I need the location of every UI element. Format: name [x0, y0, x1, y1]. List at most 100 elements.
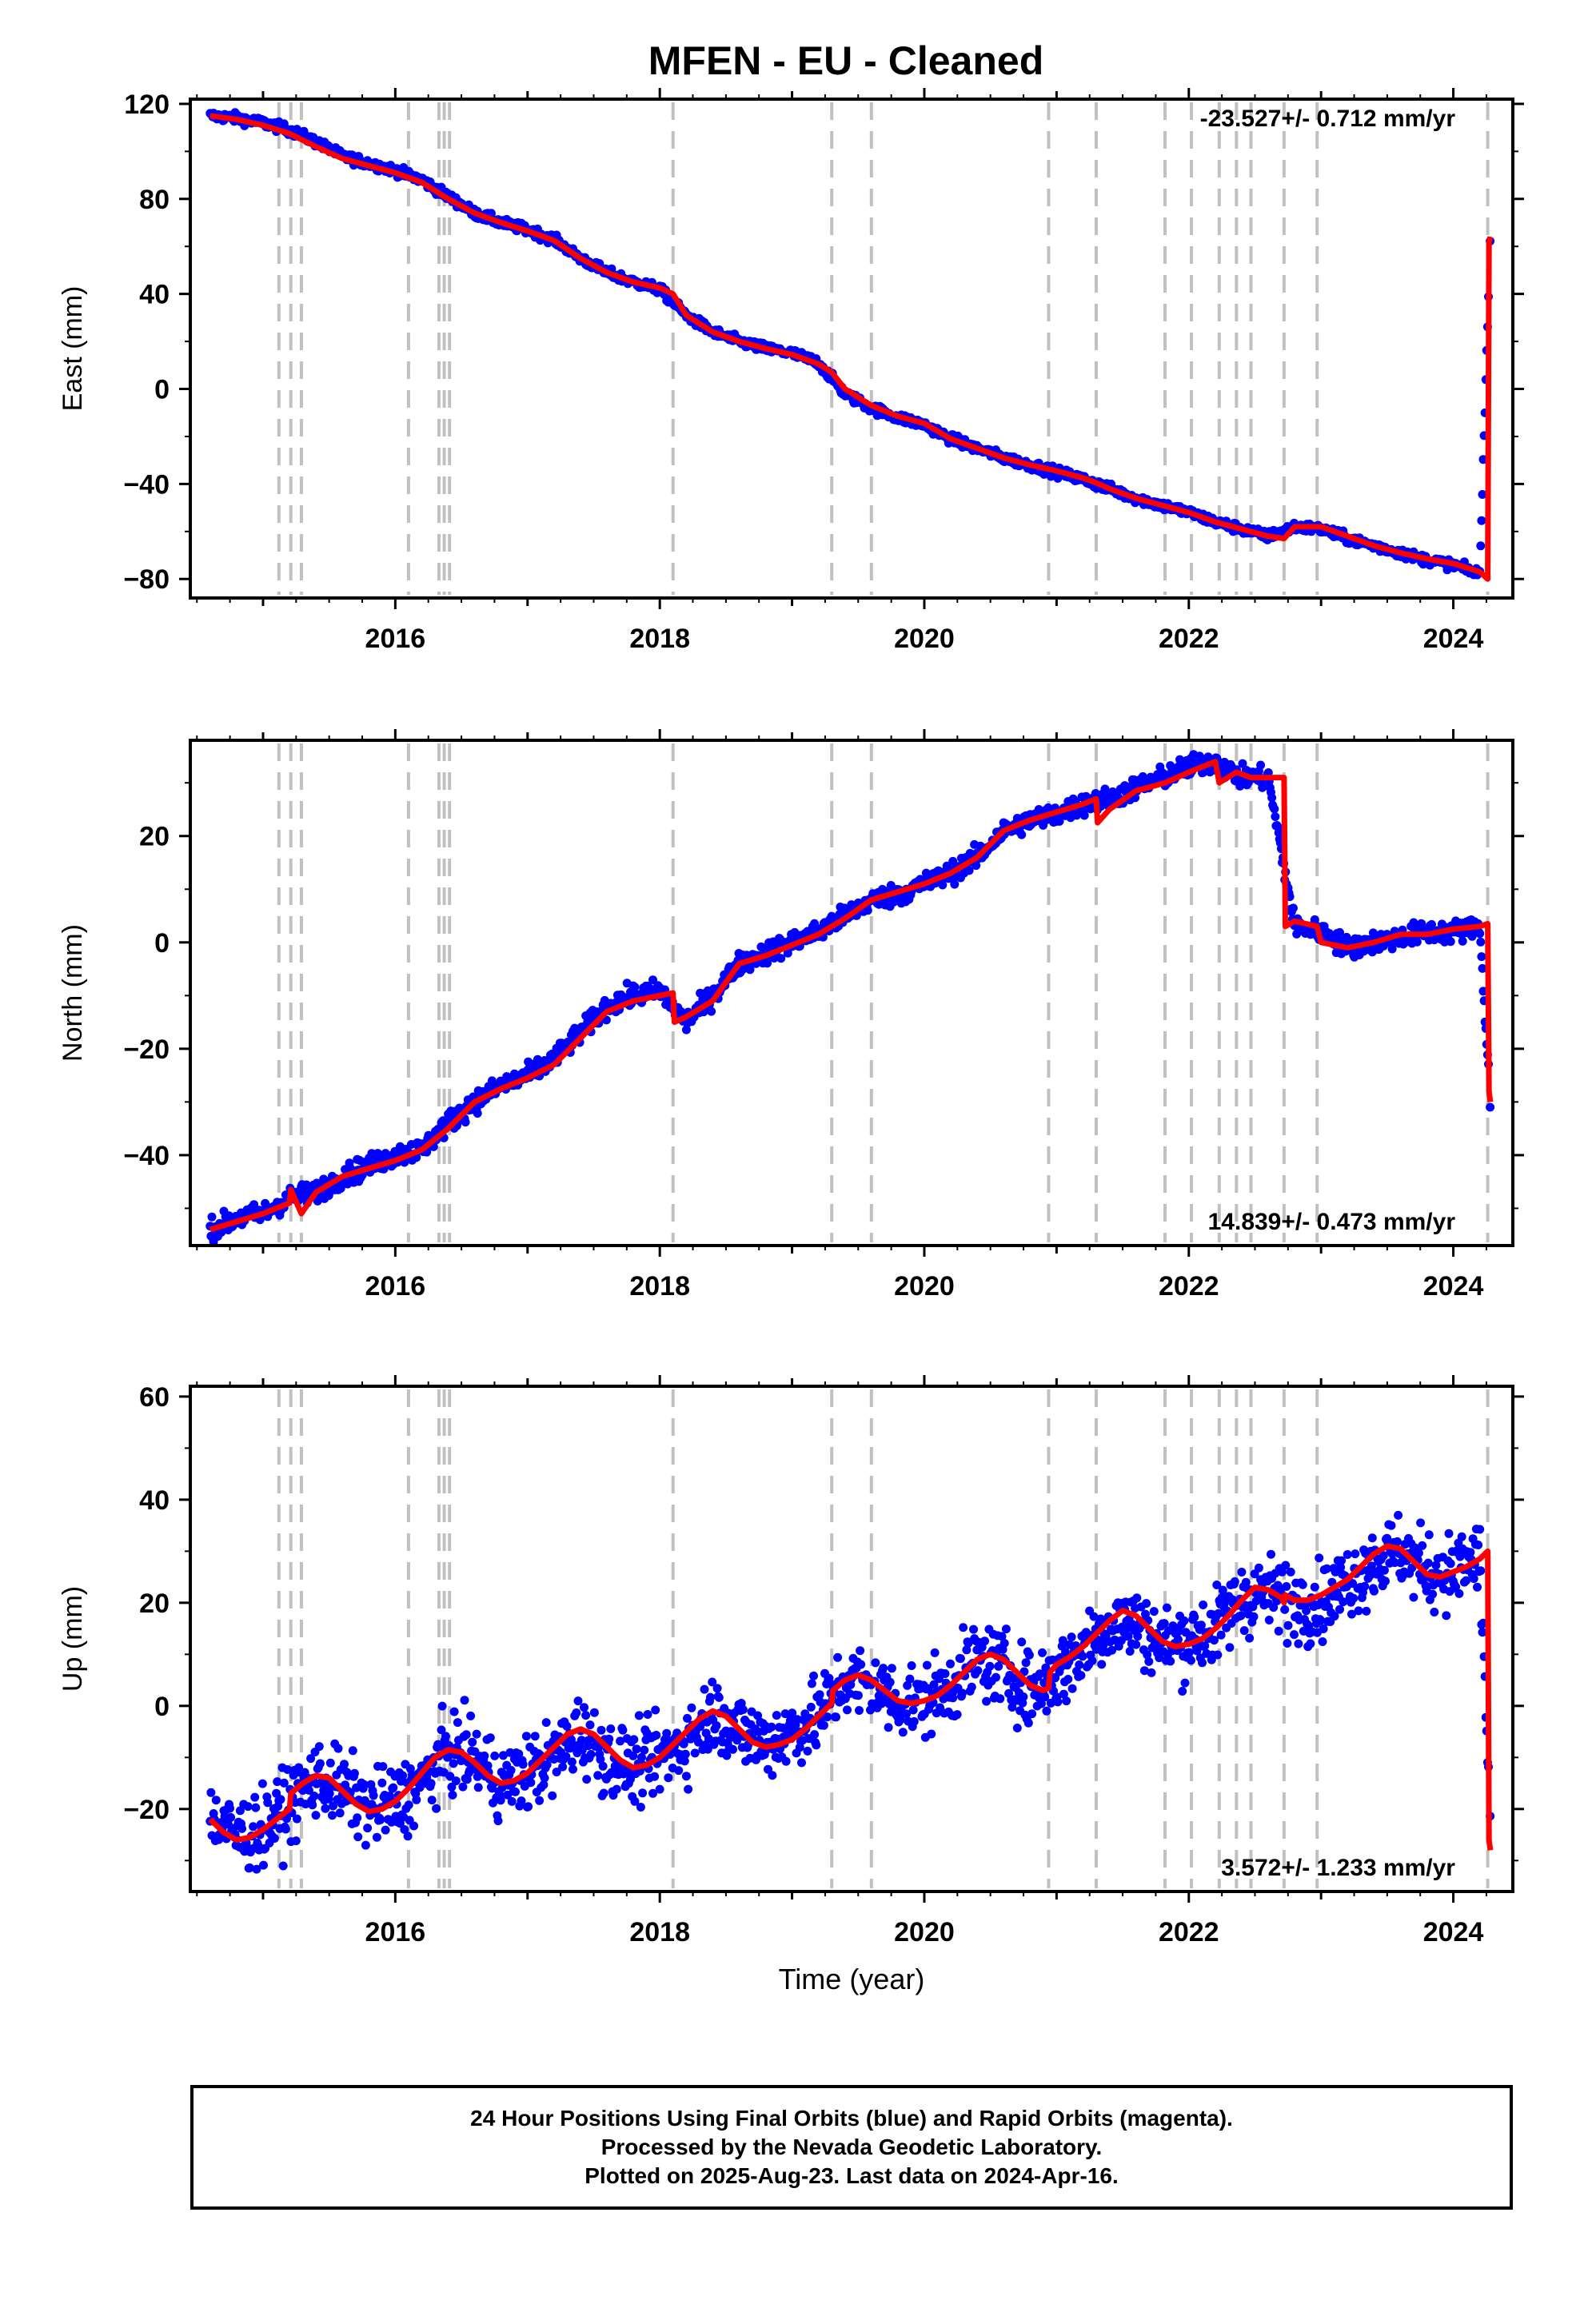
data-point [991, 1672, 1000, 1682]
data-point [548, 1791, 557, 1800]
data-point [1225, 1643, 1235, 1652]
data-point [833, 1652, 843, 1662]
data-point [1478, 963, 1487, 973]
data-point [1302, 1606, 1311, 1616]
data-point [1166, 1656, 1175, 1666]
data-point [1023, 1718, 1033, 1728]
data-point [982, 1696, 991, 1706]
x-tick-label: 2016 [365, 1271, 426, 1302]
data-point [950, 879, 960, 889]
data-point [292, 1814, 301, 1824]
data-point [542, 1760, 552, 1769]
data-point [630, 983, 640, 992]
data-point [985, 1661, 995, 1671]
data-point [1451, 1582, 1461, 1592]
data-point [863, 906, 872, 915]
data-point [567, 1757, 577, 1767]
data-point [1144, 1656, 1154, 1666]
data-point [353, 1813, 362, 1823]
data-point [1237, 1568, 1247, 1577]
data-point [1310, 1582, 1319, 1592]
data-point [252, 1864, 261, 1874]
data-point [1245, 1633, 1255, 1643]
data-point [1446, 937, 1455, 947]
data-point [1444, 1529, 1454, 1538]
data-point [1343, 1550, 1352, 1559]
data-point [1335, 927, 1344, 937]
data-point [1274, 828, 1283, 838]
y-tick-label: 80 [139, 185, 170, 215]
data-point [604, 1734, 614, 1744]
data-point [763, 959, 772, 968]
data-point [249, 1822, 258, 1832]
data-point [1087, 1656, 1097, 1665]
x-tick-label: 2020 [894, 1271, 955, 1302]
data-point [226, 1812, 236, 1822]
data-point [596, 1755, 605, 1764]
data-point [1059, 1689, 1068, 1699]
data-point [962, 1645, 972, 1655]
data-point [493, 1816, 503, 1826]
data-point [1322, 1564, 1331, 1573]
data-point [680, 1756, 689, 1766]
data-point [1360, 1581, 1370, 1591]
data-point [690, 1748, 700, 1758]
data-point [449, 1759, 458, 1768]
data-point [1264, 1616, 1274, 1624]
data-point [1394, 1510, 1403, 1520]
data-point [1076, 1671, 1086, 1680]
data-point [1053, 1697, 1063, 1707]
data-point [1475, 1525, 1485, 1534]
data-point [541, 1718, 551, 1728]
model-fit-line [209, 759, 1494, 1233]
data-point [1477, 952, 1486, 962]
data-point [1219, 1598, 1229, 1608]
data-point [1063, 1675, 1073, 1684]
data-point [1078, 1652, 1087, 1661]
data-point [480, 1751, 489, 1760]
data-points [205, 750, 1495, 1246]
data-point [1280, 1604, 1290, 1614]
data-point [664, 1773, 673, 1783]
data-point [225, 1804, 234, 1813]
data-point [783, 948, 792, 958]
data-point [472, 1729, 481, 1739]
x-tick-label: 2020 [894, 624, 955, 654]
y-tick-label: 60 [139, 1382, 170, 1413]
data-point [369, 1791, 378, 1800]
data-point [902, 1709, 912, 1719]
data-point [1446, 1559, 1455, 1569]
data-point [539, 1780, 549, 1789]
data-point [372, 1832, 381, 1842]
data-point [972, 861, 981, 871]
data-point [712, 1721, 721, 1730]
data-point [321, 1804, 330, 1813]
data-point [1469, 1574, 1478, 1584]
data-point [437, 1701, 447, 1711]
data-point [449, 1707, 459, 1716]
data-point [1249, 1612, 1259, 1621]
data-point [648, 975, 657, 985]
data-point [1283, 1639, 1292, 1648]
data-point [291, 1836, 301, 1846]
data-point [1040, 1692, 1050, 1702]
data-point [562, 1721, 572, 1731]
data-point [856, 1646, 865, 1656]
data-point [879, 1664, 888, 1673]
data-point [586, 1749, 596, 1759]
y-tick-label: 40 [139, 280, 170, 310]
x-tick-label: 2022 [1159, 1917, 1219, 1947]
data-point [1269, 1603, 1279, 1612]
data-point [745, 965, 755, 975]
data-point [907, 1661, 916, 1670]
data-point [1351, 1549, 1360, 1559]
data-point [768, 1771, 777, 1780]
data-point [1089, 1612, 1099, 1621]
x-tick-label: 2024 [1423, 1271, 1484, 1302]
y-tick-label: 20 [139, 822, 170, 852]
data-point [1319, 1624, 1328, 1633]
data-point [898, 1728, 908, 1737]
data-point [896, 1715, 905, 1724]
data-point [496, 1796, 505, 1805]
